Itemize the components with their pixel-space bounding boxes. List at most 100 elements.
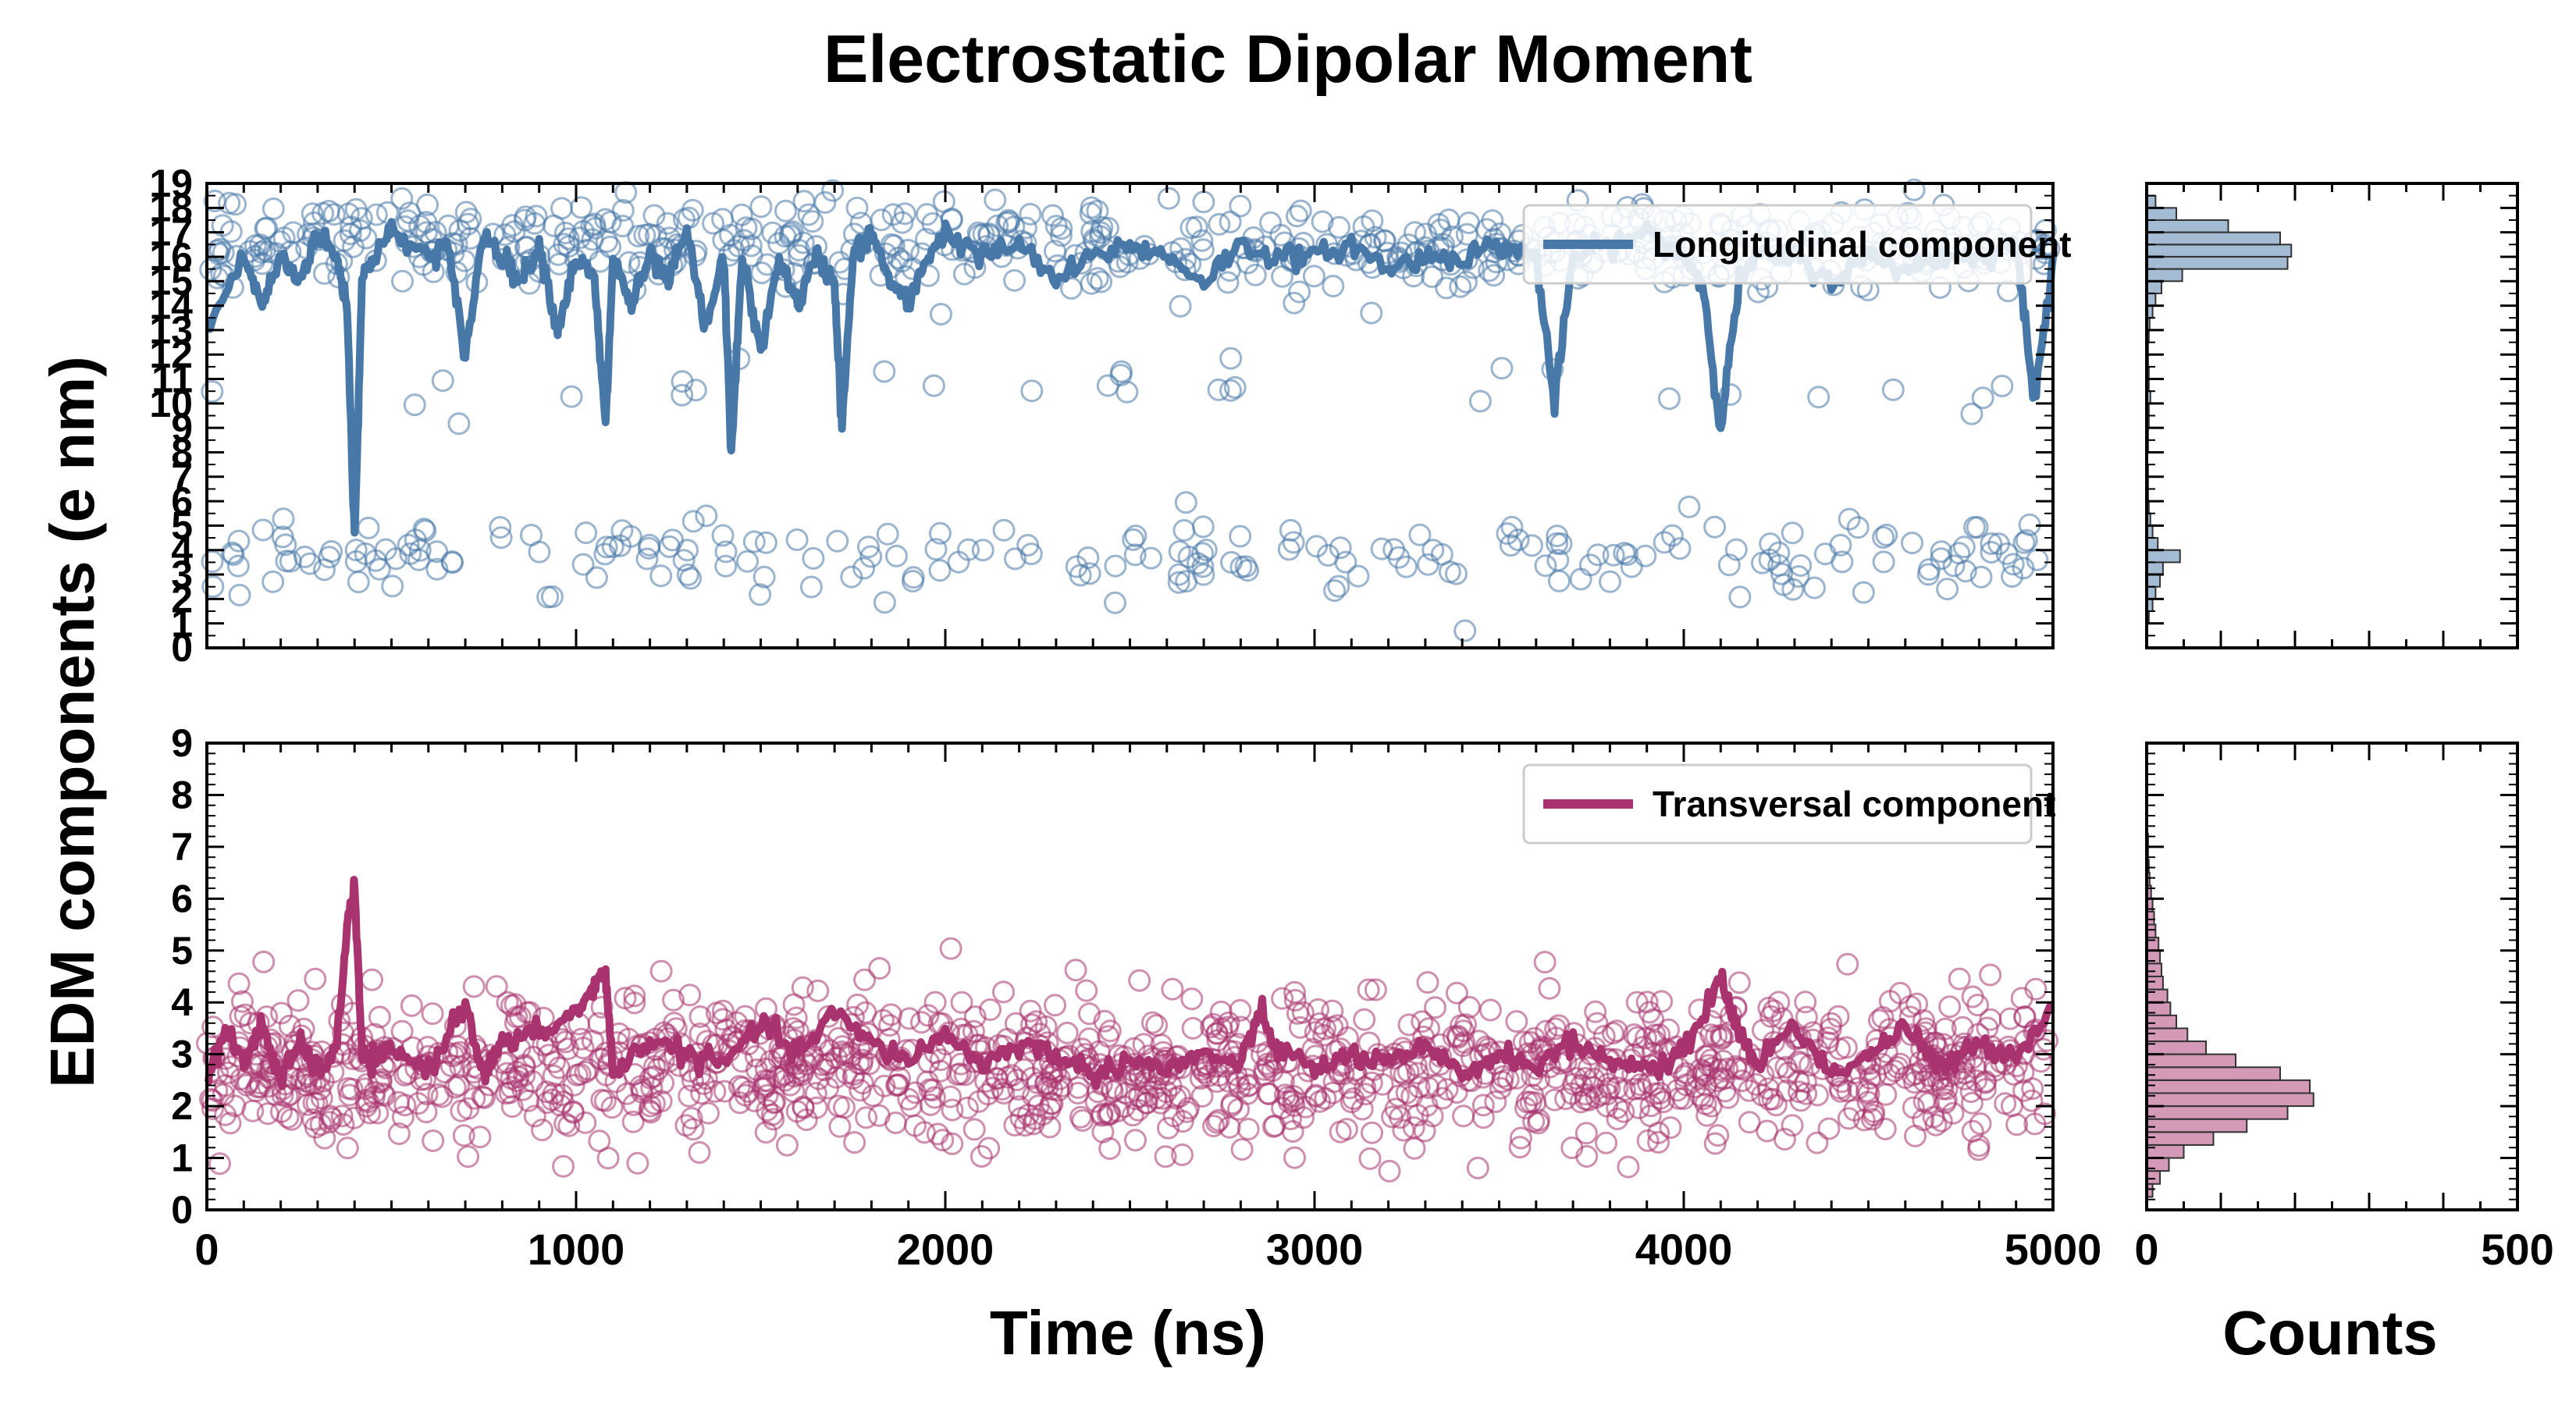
scatter-point bbox=[1789, 1052, 1813, 1076]
scatter-point bbox=[1253, 1058, 1276, 1081]
scatter-point bbox=[1289, 199, 1312, 222]
scatter-point bbox=[1041, 204, 1064, 227]
scatter-point bbox=[562, 1073, 585, 1097]
x-tick-label: 0 bbox=[194, 1225, 219, 1274]
scatter-point bbox=[1546, 549, 1570, 572]
scatter-point bbox=[802, 1046, 824, 1069]
scatter-point bbox=[575, 521, 598, 545]
scatter-point bbox=[500, 1095, 524, 1119]
y-tick-label: 10 bbox=[149, 382, 193, 425]
scatter-point bbox=[992, 1082, 1016, 1104]
scatter-point bbox=[1104, 591, 1126, 614]
scatter-point bbox=[1187, 552, 1209, 575]
scatter-point bbox=[1122, 528, 1145, 551]
y-tick-label: 11 bbox=[151, 357, 193, 401]
scatter-point bbox=[318, 1104, 342, 1128]
scatter-point bbox=[1569, 567, 1592, 591]
scatter-point bbox=[1192, 190, 1215, 214]
scatter-point bbox=[1525, 1057, 1549, 1080]
scatter-point bbox=[1445, 1081, 1468, 1104]
legend-label: Longitudinal component bbox=[1653, 224, 2072, 265]
y-tick-label: 6 bbox=[171, 877, 193, 920]
scatter-point bbox=[1973, 1078, 1997, 1101]
scatter-point bbox=[595, 230, 618, 253]
scatter-point bbox=[1173, 258, 1197, 282]
scatter-point bbox=[1124, 525, 1147, 548]
scatter-point bbox=[977, 1136, 1001, 1160]
y-tick-label: 12 bbox=[149, 333, 193, 376]
scatter-point bbox=[711, 1008, 735, 1031]
y-tick-label: 15 bbox=[149, 259, 193, 303]
scatter-point bbox=[290, 1067, 313, 1090]
scatter-point bbox=[1873, 1117, 1897, 1140]
scatter-point bbox=[671, 370, 694, 393]
scatter-point bbox=[1288, 280, 1311, 304]
hist-bar bbox=[2146, 255, 2289, 270]
scatter-point bbox=[1091, 1120, 1115, 1144]
scatter-point bbox=[557, 1114, 581, 1137]
scatter-point bbox=[368, 1005, 391, 1029]
scatter-point bbox=[802, 546, 825, 570]
scatter-point bbox=[278, 1083, 301, 1106]
scatter-point bbox=[304, 967, 327, 991]
scatter-point bbox=[1307, 998, 1330, 1021]
scatter-point bbox=[1507, 528, 1530, 552]
scatter-point bbox=[397, 533, 420, 557]
scatter-point bbox=[332, 1113, 355, 1136]
y-tick-label: 3 bbox=[171, 553, 193, 596]
scatter-point bbox=[1831, 550, 1854, 574]
scatter-point bbox=[792, 190, 816, 213]
scatter-point bbox=[1019, 999, 1042, 1023]
scatter-point bbox=[774, 225, 797, 248]
scatter-point bbox=[1371, 1072, 1394, 1096]
scatter-point bbox=[228, 583, 251, 606]
scatter-point bbox=[1794, 991, 1817, 1014]
scatter-point bbox=[1180, 987, 1204, 1011]
scatter-point bbox=[1917, 1091, 1941, 1115]
scatter-point bbox=[893, 202, 916, 226]
y-tick-label: 19 bbox=[149, 162, 193, 205]
scatter-point bbox=[1979, 963, 2002, 987]
scatter-point bbox=[1738, 1111, 1761, 1134]
hist-bar bbox=[2146, 1118, 2248, 1133]
scatter-point bbox=[1672, 1087, 1695, 1110]
scatter-point bbox=[338, 1083, 361, 1107]
scatter-point bbox=[227, 529, 251, 553]
scatter-point bbox=[902, 566, 925, 589]
scatter-point bbox=[1205, 1111, 1229, 1134]
scatter-point bbox=[1807, 386, 1831, 409]
scatter-point bbox=[596, 1147, 620, 1170]
hist-bar bbox=[2146, 1105, 2289, 1120]
scatter-point bbox=[1020, 379, 1044, 403]
scatter-point bbox=[939, 1085, 962, 1108]
scatter-point bbox=[1648, 1023, 1671, 1047]
scatter-point bbox=[1657, 387, 1681, 411]
scatter-point bbox=[1916, 563, 1940, 586]
scatter-point bbox=[272, 507, 295, 531]
scatter-point bbox=[1856, 1090, 1880, 1114]
scatter-point bbox=[1961, 1119, 1984, 1143]
scatter-point bbox=[1452, 1019, 1475, 1043]
scatter-point bbox=[1438, 560, 1461, 584]
scatter-point bbox=[1638, 1001, 1661, 1024]
scatter-point bbox=[1846, 516, 1870, 539]
hist-bar bbox=[2146, 1014, 2177, 1030]
scatter-point bbox=[286, 989, 310, 1012]
scatter-point bbox=[1922, 1105, 1945, 1129]
scatter-point bbox=[1872, 526, 1895, 549]
scatter-point bbox=[2001, 565, 2023, 588]
scatter-point bbox=[1628, 1096, 1650, 1119]
scatter-point bbox=[1429, 219, 1452, 241]
scatter-point bbox=[1435, 276, 1458, 300]
scatter-point bbox=[713, 1080, 736, 1103]
hist-bar bbox=[2146, 561, 2164, 576]
scatter-point bbox=[971, 539, 994, 562]
hist-bar bbox=[2146, 1092, 2314, 1108]
scatter-point bbox=[821, 179, 845, 202]
scatter-point bbox=[614, 987, 637, 1010]
scatter-point bbox=[970, 1145, 993, 1168]
scatter-point bbox=[1327, 574, 1350, 598]
scatter-point bbox=[1574, 1122, 1598, 1145]
scatter-point bbox=[638, 533, 661, 557]
